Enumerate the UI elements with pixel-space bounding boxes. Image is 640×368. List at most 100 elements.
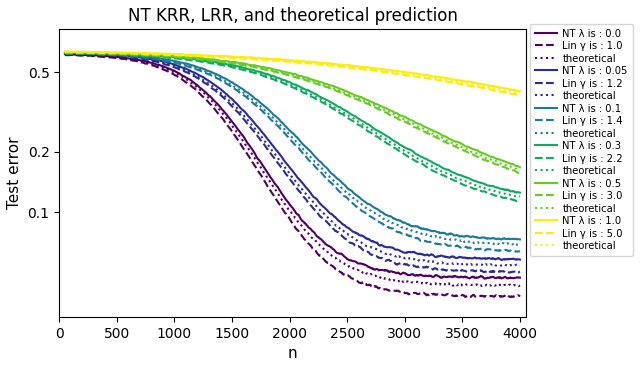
- theoretical: [454, 176, 461, 180]
- theoretical: [338, 109, 346, 114]
- NT λ is : 0.0: (3.05e+03, 0.0484): 0.0: (3.05e+03, 0.0484): [406, 273, 414, 277]
- theoretical: [61, 51, 69, 56]
- Line: Lin γ is : 1.2: Lin γ is : 1.2: [65, 53, 520, 273]
- theoretical: [63, 51, 71, 55]
- NT λ is : 1.0: (2.34e+03, 0.554): 1.0: (2.34e+03, 0.554): [325, 61, 333, 66]
- theoretical: [516, 91, 524, 95]
- theoretical: [351, 118, 359, 122]
- theoretical: [454, 143, 461, 147]
- theoretical: [67, 51, 75, 55]
- Line: Lin γ is : 1.0: Lin γ is : 1.0: [65, 55, 520, 297]
- Lin γ is : 1.2: (3.05e+03, 0.054): 1.2: (3.05e+03, 0.054): [407, 263, 415, 268]
- Lin γ is : 5.0: (297, 0.625): 5.0: (297, 0.625): [90, 51, 97, 55]
- NT λ is : 0.05: (50, 0.625): 0.05: (50, 0.625): [61, 51, 69, 55]
- Lin γ is : 3.0: (2.57e+03, 0.368): 3.0: (2.57e+03, 0.368): [351, 97, 359, 101]
- theoretical: [407, 228, 415, 233]
- NT λ is : 0.1: (134, 0.625): 0.1: (134, 0.625): [71, 51, 79, 55]
- theoretical: [407, 152, 415, 157]
- NT λ is : 0.5: (297, 0.624): 0.5: (297, 0.624): [90, 51, 97, 55]
- Lin γ is : 1.0: (3.05e+03, 0.0393): 1.0: (3.05e+03, 0.0393): [407, 291, 415, 296]
- theoretical: [510, 264, 518, 268]
- NT λ is : 0.3: (3.46e+03, 0.154): 0.3: (3.46e+03, 0.154): [454, 172, 461, 177]
- Lin γ is : 1.2: (3.99e+03, 0.0499): 1.2: (3.99e+03, 0.0499): [515, 270, 522, 275]
- Line: theoretical: theoretical: [65, 54, 520, 286]
- NT λ is : 0.5: (50, 0.632): 0.5: (50, 0.632): [61, 50, 69, 54]
- Lin γ is : 2.2: (50, 0.621): 2.2: (50, 0.621): [61, 51, 69, 56]
- theoretical: [351, 65, 359, 69]
- NT λ is : 0.05: (84.6, 0.629): 0.05: (84.6, 0.629): [65, 50, 73, 54]
- Lin γ is : 2.2: (2.45e+03, 0.31): 2.2: (2.45e+03, 0.31): [338, 112, 346, 116]
- Lin γ is : 3.0: (2.45e+03, 0.396): 3.0: (2.45e+03, 0.396): [338, 91, 346, 95]
- theoretical: [66, 50, 74, 54]
- Lin γ is : 1.0: (2.57e+03, 0.0457): 1.0: (2.57e+03, 0.0457): [351, 278, 359, 282]
- NT λ is : 0.5: (2.35e+03, 0.431): 0.5: (2.35e+03, 0.431): [326, 83, 333, 88]
- Lin γ is : 2.2: (3.05e+03, 0.186): 2.2: (3.05e+03, 0.186): [407, 156, 415, 160]
- NT λ is : 0.0: (3.45e+03, 0.0476): 0.0: (3.45e+03, 0.0476): [453, 275, 461, 279]
- NT λ is : 0.5: (3.05e+03, 0.289): 0.5: (3.05e+03, 0.289): [407, 118, 415, 122]
- theoretical: [90, 51, 97, 55]
- theoretical: [453, 283, 461, 287]
- Lin γ is : 1.4: (3.96e+03, 0.0634): 1.4: (3.96e+03, 0.0634): [511, 250, 519, 254]
- Lin γ is : 5.0: (2.35e+03, 0.541): 5.0: (2.35e+03, 0.541): [326, 63, 333, 68]
- NT λ is : 1.0: (3.05e+03, 0.497): 1.0: (3.05e+03, 0.497): [406, 71, 414, 75]
- Line: theoretical: theoretical: [65, 52, 520, 93]
- theoretical: [325, 252, 333, 256]
- Y-axis label: Test error: Test error: [7, 137, 22, 209]
- theoretical: [406, 256, 414, 260]
- theoretical: [516, 243, 524, 247]
- Lin γ is : 1.2: (297, 0.614): 1.2: (297, 0.614): [90, 52, 97, 57]
- theoretical: [61, 51, 69, 55]
- Line: NT λ is : 0.5: NT λ is : 0.5: [65, 52, 520, 167]
- NT λ is : 0.05: (2.57e+03, 0.0791): 0.05: (2.57e+03, 0.0791): [351, 230, 359, 235]
- NT λ is : 0.0: (292, 0.61): 0.0: (292, 0.61): [89, 53, 97, 57]
- Lin γ is : 1.0: (109, 0.611): 1.0: (109, 0.611): [68, 53, 76, 57]
- NT λ is : 1.0: (3.45e+03, 0.457): 1.0: (3.45e+03, 0.457): [453, 78, 461, 82]
- Lin γ is : 1.0: (4e+03, 0.0378): 1.0: (4e+03, 0.0378): [516, 294, 524, 299]
- Lin γ is : 2.2: (3.46e+03, 0.142): 2.2: (3.46e+03, 0.142): [454, 180, 461, 184]
- Lin γ is : 5.0: (2.45e+03, 0.533): 5.0: (2.45e+03, 0.533): [338, 64, 346, 69]
- theoretical: [61, 50, 69, 54]
- theoretical: [407, 72, 415, 77]
- theoretical: [326, 62, 333, 67]
- NT λ is : 0.0: (2.57e+03, 0.0568): 0.0: (2.57e+03, 0.0568): [351, 259, 358, 263]
- NT λ is : 0.0: (2.34e+03, 0.0676): 0.0: (2.34e+03, 0.0676): [325, 244, 333, 248]
- Line: NT λ is : 1.0: NT λ is : 1.0: [65, 51, 520, 91]
- Lin γ is : 1.4: (2.35e+03, 0.142): 1.4: (2.35e+03, 0.142): [326, 180, 333, 184]
- NT λ is : 0.1: (2.45e+03, 0.14): 0.1: (2.45e+03, 0.14): [338, 180, 346, 185]
- NT λ is : 0.05: (297, 0.617): 0.05: (297, 0.617): [90, 52, 97, 56]
- Lin γ is : 1.4: (4e+03, 0.0636): 1.4: (4e+03, 0.0636): [516, 249, 524, 254]
- theoretical: [511, 243, 518, 247]
- Lin γ is : 2.2: (2.35e+03, 0.336): 2.2: (2.35e+03, 0.336): [326, 105, 333, 109]
- Lin γ is : 1.2: (2.57e+03, 0.0677): 1.2: (2.57e+03, 0.0677): [351, 244, 359, 248]
- NT λ is : 0.5: (4e+03, 0.168): 0.5: (4e+03, 0.168): [516, 165, 524, 169]
- Lin γ is : 3.0: (3.46e+03, 0.21): 3.0: (3.46e+03, 0.21): [454, 145, 461, 150]
- Line: theoretical: theoretical: [65, 53, 520, 266]
- Line: theoretical: theoretical: [65, 53, 520, 245]
- Lin γ is : 1.4: (297, 0.618): 1.4: (297, 0.618): [90, 52, 97, 56]
- Line: theoretical: theoretical: [65, 53, 520, 197]
- NT λ is : 0.05: (2.45e+03, 0.0879): 0.05: (2.45e+03, 0.0879): [338, 221, 346, 226]
- NT λ is : 0.3: (139, 0.625): 0.3: (139, 0.625): [72, 51, 79, 55]
- Lin γ is : 1.4: (2.57e+03, 0.108): 1.4: (2.57e+03, 0.108): [351, 204, 359, 208]
- Lin γ is : 1.0: (3.46e+03, 0.0383): 1.0: (3.46e+03, 0.0383): [454, 293, 461, 298]
- NT λ is : 0.1: (297, 0.623): 0.1: (297, 0.623): [90, 51, 97, 55]
- theoretical: [61, 49, 69, 54]
- theoretical: [90, 52, 97, 56]
- Lin γ is : 5.0: (79.7, 0.631): 5.0: (79.7, 0.631): [65, 50, 72, 54]
- theoretical: [406, 279, 414, 284]
- NT λ is : 1.0: (292, 0.631): 1.0: (292, 0.631): [89, 50, 97, 54]
- Line: Lin γ is : 3.0: Lin γ is : 3.0: [65, 53, 520, 173]
- NT λ is : 0.05: (3.84e+03, 0.0576): 0.05: (3.84e+03, 0.0576): [498, 258, 506, 262]
- Lin γ is : 2.2: (2.57e+03, 0.28): 2.2: (2.57e+03, 0.28): [351, 120, 359, 125]
- theoretical: [453, 261, 461, 266]
- Lin γ is : 1.2: (50, 0.62): 1.2: (50, 0.62): [61, 51, 69, 56]
- theoretical: [407, 120, 415, 125]
- Lin γ is : 1.4: (154, 0.621): 1.4: (154, 0.621): [73, 51, 81, 56]
- NT λ is : 0.05: (3.46e+03, 0.0591): 0.05: (3.46e+03, 0.0591): [454, 255, 461, 260]
- Lin γ is : 1.0: (297, 0.602): 1.0: (297, 0.602): [90, 54, 97, 58]
- Line: Lin γ is : 5.0: Lin γ is : 5.0: [65, 52, 520, 95]
- theoretical: [337, 260, 345, 265]
- theoretical: [89, 52, 97, 56]
- theoretical: [495, 284, 502, 289]
- theoretical: [338, 186, 346, 190]
